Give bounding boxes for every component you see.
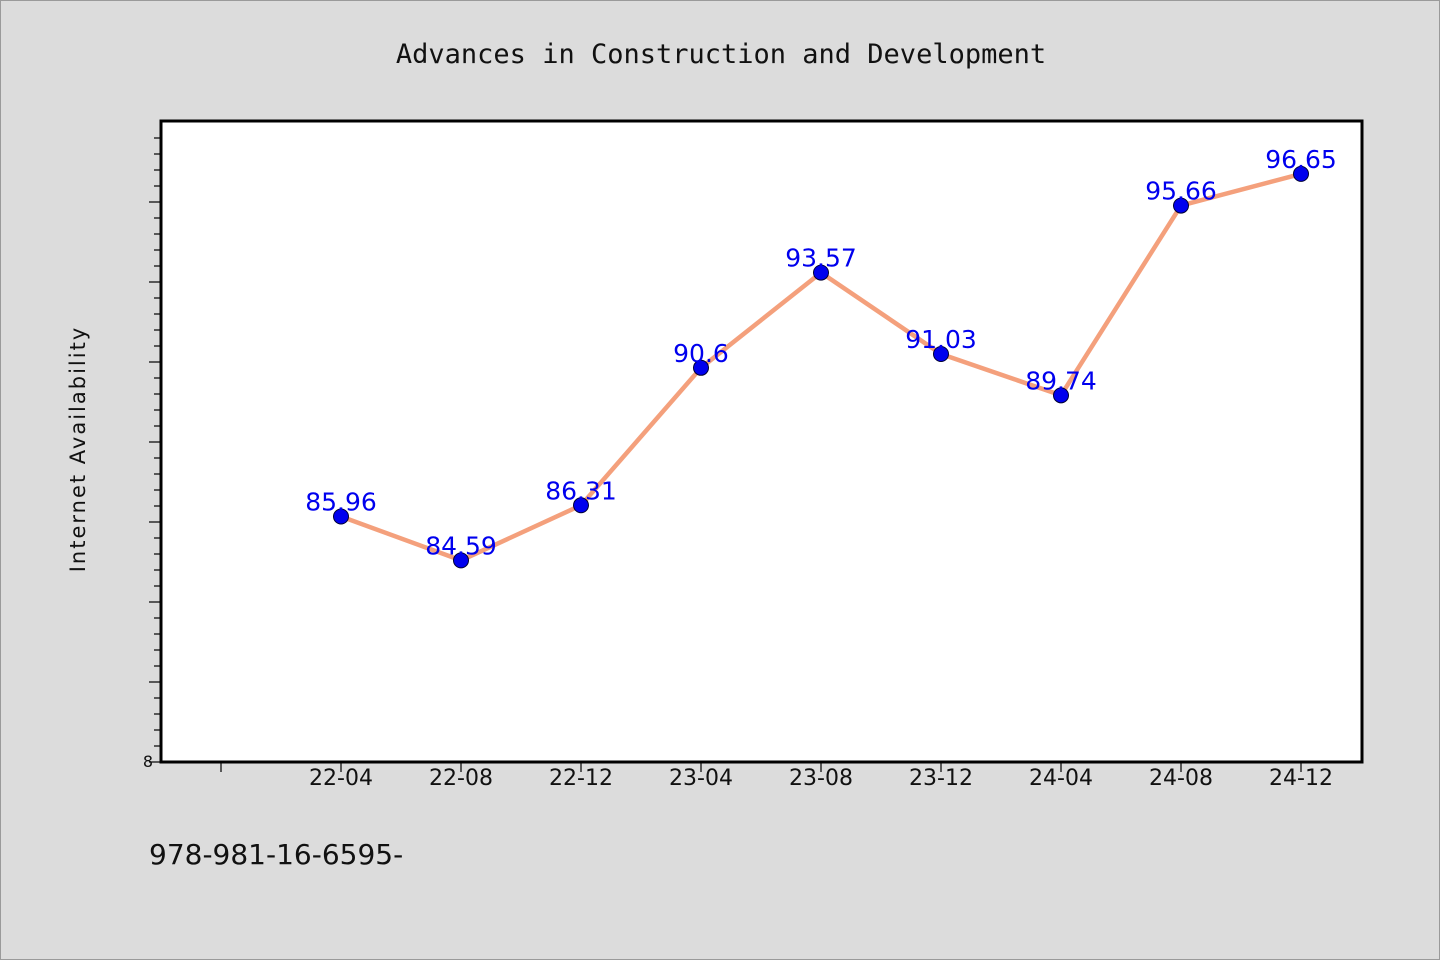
x-tick-label: 24-12: [1269, 766, 1333, 791]
data-point: [573, 497, 589, 514]
data-point: [693, 359, 709, 376]
data-point: [1293, 165, 1309, 182]
y-tick-label: 8: [143, 752, 153, 771]
y-axis-ticks: 8: [143, 137, 161, 771]
data-label: 95.66: [1145, 177, 1217, 206]
data-point: [453, 552, 469, 569]
data-point: [333, 508, 349, 525]
data-label: 96.65: [1265, 145, 1337, 174]
x-axis-ticks: 22-04 22-08 22-12 23-04 23-08 23-12 24-04 24-08…: [220, 762, 1333, 791]
chart-title: Advances in Construction and Development: [396, 39, 1046, 70]
data-label: 91.03: [905, 325, 977, 354]
x-tick-label: 23-04: [669, 766, 733, 791]
footer-text: 978-981-16-6595-: [149, 838, 403, 871]
data-label: 90.6: [673, 339, 729, 368]
data-point: [933, 346, 949, 363]
x-tick-label: 24-08: [1149, 766, 1213, 791]
data-label: 93.57: [785, 244, 857, 273]
data-label: 89.74: [1025, 366, 1097, 395]
x-tick-label: 24-04: [1029, 766, 1093, 791]
data-label: 84.59: [425, 531, 497, 560]
data-labels: 85.96 84.59 86.31 90.6 93.57 91.03 89.74 95.66 9…: [305, 145, 1337, 561]
data-label: 85.96: [305, 487, 377, 516]
x-tick-label: 23-08: [789, 766, 853, 791]
x-tick-label: 22-08: [429, 766, 493, 791]
data-point: [813, 264, 829, 281]
plot-area: [159, 119, 1364, 764]
data-label: 86.31: [545, 476, 617, 505]
data-points: [333, 165, 1309, 569]
data-point: [1053, 387, 1069, 404]
y-axis-label: Internet Availability: [66, 326, 90, 573]
data-point: [1173, 197, 1189, 214]
x-tick-label: 22-04: [309, 766, 373, 791]
x-tick-label: 23-12: [909, 766, 973, 791]
x-tick-label: 22-12: [549, 766, 613, 791]
